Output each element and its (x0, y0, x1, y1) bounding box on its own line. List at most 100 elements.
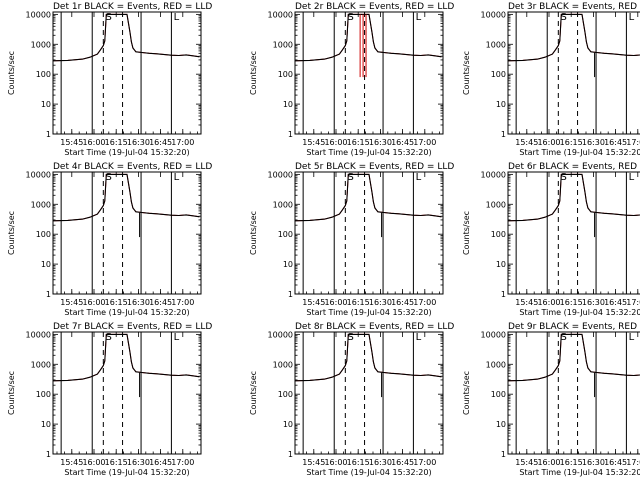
y-axis-label: Counts/sec (249, 371, 258, 415)
marker-letter-S: S (561, 332, 567, 343)
plot-frame (52, 11, 202, 135)
y-axis-label: Counts/sec (462, 211, 471, 255)
x-tick-label: 16:15 (560, 298, 583, 307)
y-tick-label: 1000 (273, 360, 293, 369)
x-tick-label: 16:45 (391, 298, 414, 307)
panel-title: Det 1r BLACK = Events, RED = LLD (53, 2, 212, 12)
y-tick-label: 100 (278, 230, 293, 239)
x-tick-label: 16:30 (582, 458, 605, 467)
y-tick-label: 10000 (268, 10, 293, 19)
x-tick-label: 16:00 (324, 138, 347, 147)
panel-title: Det 6r BLACK = Events, RED = LLD (508, 162, 640, 172)
x-tick-label: 15:45 (302, 458, 325, 467)
marker-letter-L: L (174, 332, 180, 343)
plot-area (295, 333, 442, 398)
series-events (53, 13, 200, 62)
x-axis-label: Start Time (19-Jul-04 15:32:20) (306, 308, 431, 317)
x-tick-label: 17:00 (413, 298, 436, 307)
plot-area (53, 173, 200, 238)
x-tick-label: 16:15 (347, 458, 370, 467)
plot-frame (294, 171, 444, 295)
panel-title: Det 7r BLACK = Events, RED = LLD (53, 322, 212, 332)
x-tick-label: 15:45 (302, 138, 325, 147)
y-tick-label: 100 (491, 230, 506, 239)
x-tick-label: 15:45 (60, 138, 83, 147)
x-tick-label: 17:00 (626, 138, 640, 147)
x-tick-label: 16:30 (582, 138, 605, 147)
plot-area (508, 13, 640, 78)
x-tick-label: 16:15 (105, 298, 128, 307)
x-tick-label: 16:45 (604, 298, 627, 307)
y-tick-label: 100 (491, 70, 506, 79)
panel-title: Det 2r BLACK = Events, RED = LLD (295, 2, 454, 12)
marker-letter-S: S (348, 332, 354, 343)
y-axis-label: Counts/sec (249, 51, 258, 95)
y-tick-label: 10 (41, 420, 51, 429)
marker-letter-L: L (416, 172, 422, 183)
marker-letter-S: S (561, 12, 567, 23)
panel-title: Det 5r BLACK = Events, RED = LLD (295, 162, 454, 172)
plot-area (508, 333, 640, 398)
plot-frame (52, 331, 202, 455)
x-tick-label: 15:45 (515, 138, 538, 147)
x-tick-label: 16:45 (604, 138, 627, 147)
x-tick-label: 15:45 (515, 298, 538, 307)
y-tick-label: 1000 (31, 40, 51, 49)
x-tick-label: 16:00 (324, 458, 347, 467)
series-events (295, 333, 442, 382)
x-tick-label: 15:45 (60, 458, 83, 467)
x-tick-label: 17:00 (626, 458, 640, 467)
series-events (295, 173, 442, 222)
x-tick-label: 16:30 (127, 458, 150, 467)
y-tick-label: 100 (36, 70, 51, 79)
y-axis-label: Counts/sec (249, 211, 258, 255)
plot-frame (507, 331, 640, 455)
marker-letter-L: L (629, 332, 635, 343)
x-tick-label: 17:00 (413, 138, 436, 147)
y-tick-label: 10 (41, 260, 51, 269)
x-tick-label: 17:00 (171, 298, 194, 307)
y-axis-label: Counts/sec (7, 51, 16, 95)
y-axis-label: Counts/sec (7, 211, 16, 255)
x-tick-label: 16:00 (537, 458, 560, 467)
x-tick-label: 17:00 (413, 458, 436, 467)
x-tick-label: 16:15 (560, 138, 583, 147)
series-events (53, 173, 200, 222)
x-tick-label: 16:00 (82, 458, 105, 467)
panel-title: Det 9r BLACK = Events, RED = LLD (508, 322, 640, 332)
x-tick-label: 16:45 (149, 458, 172, 467)
series-lld (508, 13, 640, 62)
x-tick-label: 15:45 (302, 298, 325, 307)
x-axis-label: Start Time (19-Jul-04 15:32:20) (519, 308, 640, 317)
x-axis-label: Start Time (19-Jul-04 15:32:20) (64, 468, 189, 477)
marker-letter-L: L (174, 12, 180, 23)
marker-letter-L: L (416, 332, 422, 343)
y-tick-label: 10000 (268, 330, 293, 339)
y-tick-label: 1 (46, 290, 51, 299)
y-tick-label: 1000 (273, 40, 293, 49)
y-tick-label: 100 (36, 390, 51, 399)
y-tick-label: 1000 (31, 360, 51, 369)
plot-area (295, 13, 442, 78)
x-tick-label: 15:45 (60, 298, 83, 307)
y-tick-label: 10000 (26, 170, 51, 179)
y-tick-label: 1000 (486, 40, 506, 49)
x-axis-label: Start Time (19-Jul-04 15:32:20) (64, 308, 189, 317)
x-tick-label: 16:45 (391, 458, 414, 467)
series-events (508, 333, 640, 382)
x-tick-label: 16:45 (604, 458, 627, 467)
y-axis-label: Counts/sec (7, 371, 16, 415)
series-lld (508, 173, 640, 222)
x-axis-label: Start Time (19-Jul-04 15:32:20) (306, 468, 431, 477)
y-tick-label: 1 (288, 450, 293, 459)
panel-title: Det 3r BLACK = Events, RED = LLD (508, 2, 640, 12)
series-events (508, 13, 640, 62)
plot-frame (294, 11, 444, 135)
y-tick-label: 1 (501, 130, 506, 139)
